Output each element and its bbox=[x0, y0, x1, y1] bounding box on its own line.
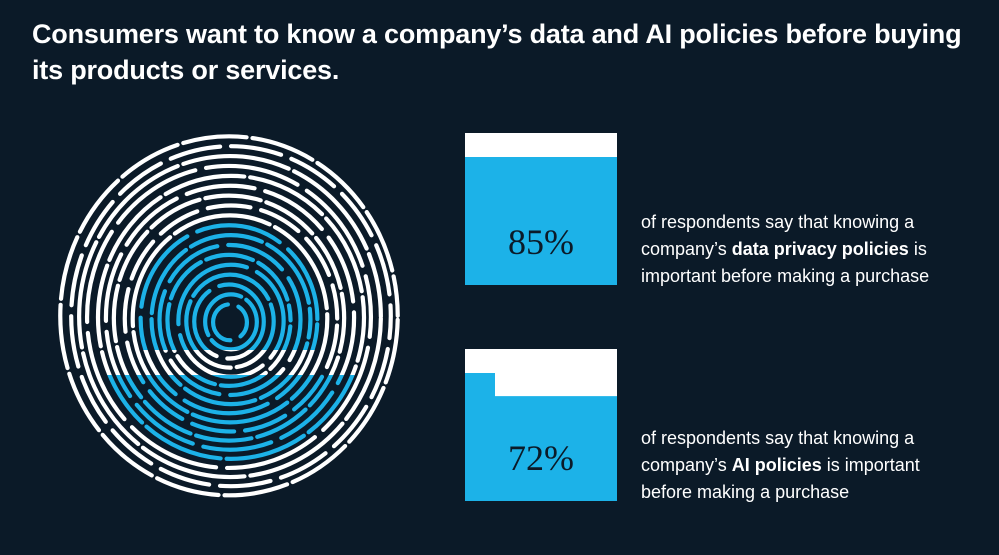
fingerprint-ridge bbox=[211, 375, 251, 379]
fingerprint-ridge bbox=[203, 292, 259, 350]
stat-fill-1 bbox=[465, 133, 617, 285]
stat-text-1-highlight: data privacy policies bbox=[731, 239, 909, 259]
fingerprint-ridge bbox=[138, 223, 320, 350]
fingerprint-ridge bbox=[107, 375, 355, 461]
stat-text-2: of respondents say that knowing a compan… bbox=[641, 425, 971, 506]
stat-text-2-after: is important before making a purchase bbox=[641, 455, 920, 502]
fingerprint-ridge bbox=[179, 375, 281, 398]
fingerprint-ridge bbox=[115, 375, 345, 452]
fingerprint-ridge bbox=[78, 375, 384, 489]
stat-empty-area-1 bbox=[465, 133, 617, 157]
fingerprint-ridge bbox=[157, 242, 303, 350]
stat-text-1: of respondents say that knowing a compan… bbox=[641, 209, 971, 290]
fingerprint-ridge bbox=[77, 154, 383, 350]
stat-empty-area-2 bbox=[465, 349, 617, 397]
fingerprint-ridge bbox=[122, 203, 340, 350]
stat-value-2: 72% bbox=[508, 438, 574, 478]
fingerprint-ridge bbox=[210, 302, 250, 343]
fingerprint-ridge bbox=[136, 375, 326, 434]
fingerprint-ridge bbox=[149, 233, 313, 350]
stat-box-1: 85% bbox=[465, 133, 617, 285]
fingerprint-ridge bbox=[168, 375, 294, 407]
fingerprint-ridge bbox=[87, 375, 373, 480]
fingerprint-ridge bbox=[67, 375, 391, 498]
fingerprint-icon bbox=[58, 134, 400, 498]
stat-fill-2 bbox=[465, 349, 617, 501]
stat-text-1-before: of respondents say that knowing a compan… bbox=[641, 212, 915, 259]
fingerprint-ridge bbox=[58, 134, 400, 350]
fingerprint-ridge bbox=[85, 163, 373, 350]
fingerprint-ridge bbox=[111, 193, 347, 350]
fingerprint-ridge bbox=[95, 173, 367, 350]
fingerprint-ridge bbox=[184, 272, 276, 350]
fingerprint-ridge bbox=[69, 144, 393, 350]
fingerprint-ridge bbox=[124, 375, 334, 443]
fingerprint-ridge bbox=[191, 375, 267, 388]
fingerprint-ridge bbox=[193, 350, 267, 370]
fingerprint-ridge bbox=[103, 183, 357, 350]
stat-text-2-before: of respondents say that knowing a compan… bbox=[641, 428, 915, 475]
fingerprint-ridge bbox=[130, 213, 330, 350]
stat-box-2: 72% bbox=[465, 349, 617, 501]
fingerprint-ridge bbox=[145, 375, 315, 425]
stat-text-2-highlight: AI policies bbox=[731, 455, 822, 475]
fingerprint-ridge bbox=[192, 282, 266, 350]
fingerprint-ridge bbox=[165, 252, 293, 350]
fingerprint-ridge bbox=[95, 375, 363, 471]
stat-value-1: 85% bbox=[508, 222, 574, 262]
page-title: Consumers want to know a company’s data … bbox=[32, 19, 962, 85]
fingerprint-ridge bbox=[203, 350, 255, 361]
fingerprint-ridge bbox=[176, 262, 286, 350]
stat-text-1-after: is important before making a purchase bbox=[641, 239, 930, 286]
fingerprint-ridge bbox=[155, 375, 303, 416]
